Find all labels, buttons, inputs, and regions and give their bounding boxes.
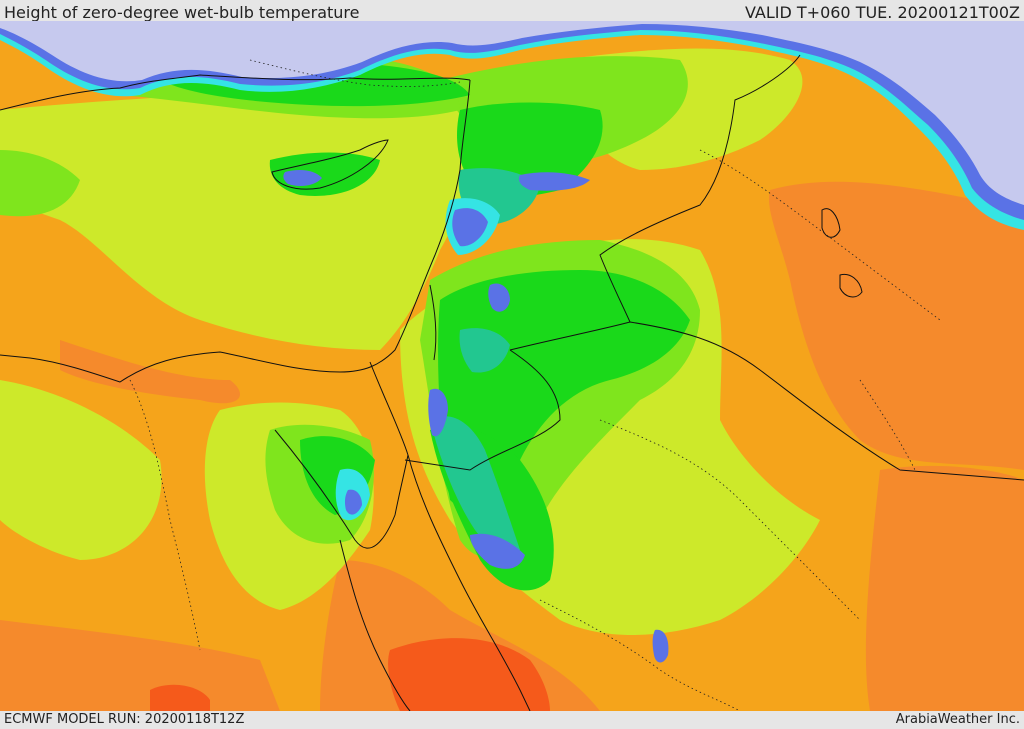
header-bar: Height of zero-degree wet-bulb temperatu… (0, 0, 1024, 22)
north-sea (0, 21, 1024, 205)
blue-zone-sinai (344, 489, 362, 515)
coastlines (0, 54, 1024, 711)
blue-zone-hejaz-south (470, 533, 525, 569)
red-zone-south (388, 638, 550, 711)
dead-sea (429, 284, 437, 361)
turkey-coast (0, 74, 471, 111)
syria-iraq-border (599, 54, 801, 323)
orange-zone-egypt-north (60, 340, 240, 404)
gulf-of-suez (274, 429, 409, 549)
credit: ArabiaWeather Inc. (895, 712, 1020, 727)
internal-borders (129, 59, 941, 711)
teal-zone-hejaz (430, 416, 520, 554)
levant-coast (0, 79, 471, 383)
saudi-border (404, 349, 561, 471)
valid-time: VALID T+060 TUE. 20200121T00Z (744, 3, 1020, 22)
orange-zone-southeast (865, 465, 1024, 711)
blue-zone-cyprus (283, 170, 322, 186)
cyprus (271, 139, 389, 190)
teal-zone-jordan (459, 328, 510, 373)
lake-2 (839, 273, 863, 298)
euphrates-border (509, 321, 1024, 481)
map-canvas (0, 21, 1024, 711)
footer-bar: ECMWF MODEL RUN: 20200118T12Z ArabiaWeat… (0, 711, 1024, 729)
lake-1 (821, 208, 841, 238)
blue-zone-hejaz (428, 388, 448, 437)
model-run: ECMWF MODEL RUN: 20200118T12Z (4, 712, 245, 727)
blue-zone-lebanon (452, 208, 488, 247)
egypt-israel-border (369, 361, 409, 456)
yellow-zone-egypt (0, 380, 162, 560)
map-title: Height of zero-degree wet-bulb temperatu… (4, 3, 360, 22)
red-sea-west (339, 539, 411, 711)
blue-zone-south (652, 629, 669, 663)
lightgreen-zone-west (0, 150, 80, 217)
weather-map[interactable] (0, 21, 1024, 711)
orange-zone-southwest (0, 620, 280, 711)
red-sea-east (407, 454, 531, 711)
red-zone-southwest (150, 684, 210, 711)
blue-zone-syria (518, 172, 590, 191)
orange-zone-east (769, 181, 1024, 470)
blue-zone-jordan (488, 283, 510, 312)
